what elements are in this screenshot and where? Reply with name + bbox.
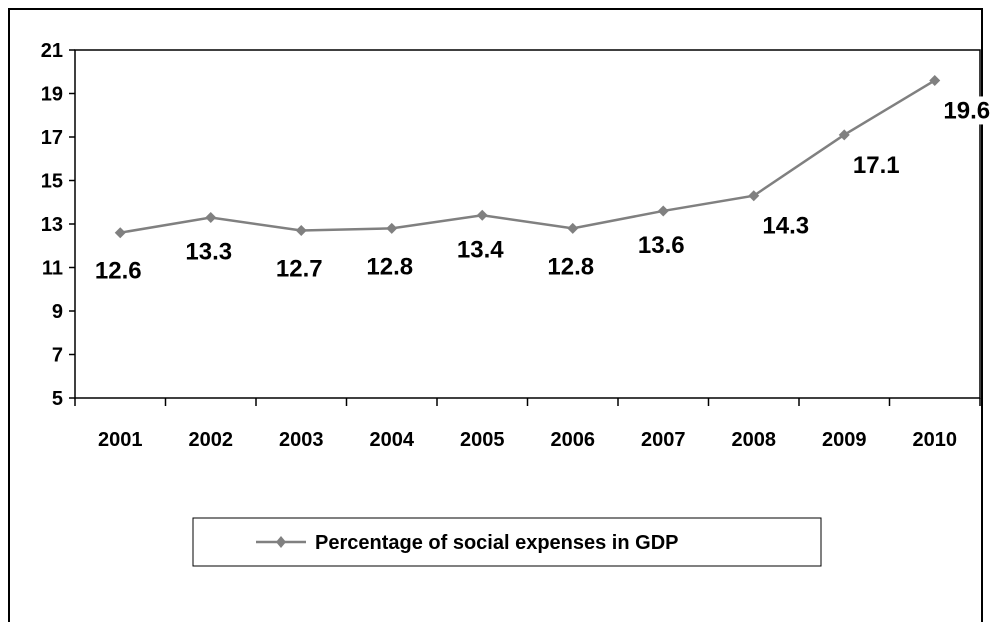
x-tick-label: 2006	[551, 429, 596, 451]
data-point	[386, 222, 398, 234]
data-label: 12.8	[366, 253, 413, 280]
data-label: 14.3	[762, 213, 809, 240]
y-axis: 5 7 9 11 13 15 17 19 21	[41, 40, 75, 410]
y-tick-label: 11	[42, 258, 63, 280]
x-tick-label: 2004	[370, 429, 415, 451]
legend-label: Percentage of social expenses in GDP	[315, 532, 678, 554]
data-point	[657, 205, 669, 217]
y-tick-label: 5	[52, 388, 63, 410]
data-label: 13.3	[185, 238, 232, 265]
data-label-background	[937, 96, 990, 125]
data-point	[476, 209, 488, 221]
x-tick-label: 2007	[641, 429, 686, 451]
data-point	[205, 211, 217, 223]
series-line	[120, 79, 936, 234]
x-tick-label: 2009	[822, 429, 867, 451]
data-label: 13.4	[457, 236, 504, 263]
legend: Percentage of social expenses in GDP	[192, 517, 822, 567]
data-label: 12.8	[547, 253, 594, 280]
data-point	[748, 190, 760, 202]
data-point	[114, 227, 126, 239]
y-tick-label: 15	[41, 171, 63, 193]
plot-area	[74, 49, 981, 399]
data-label-background	[756, 211, 815, 240]
x-tick-label: 2005	[460, 429, 505, 451]
data-point	[838, 129, 850, 141]
legend-marker	[276, 536, 286, 548]
data-label: 12.6	[95, 258, 142, 285]
x-tick-label: 2002	[189, 429, 234, 451]
data-label: 17.1	[853, 152, 900, 179]
data-labels: 12.6 13.3 12.7 12.8 13.4 12.8 13.6 14.3 17.1 19.6	[95, 96, 990, 285]
data-label: 12.7	[276, 256, 323, 283]
x-tick-label: 2008	[732, 429, 777, 451]
y-tick-label: 13	[41, 214, 63, 236]
x-tick-label: 2003	[279, 429, 324, 451]
data-label-background	[847, 150, 906, 179]
chart-border	[8, 8, 983, 622]
y-tick-label: 21	[41, 40, 63, 62]
series-group	[114, 74, 941, 239]
y-tick-label: 7	[52, 345, 63, 367]
data-label: 19.6	[943, 97, 990, 124]
y-tick-label: 9	[52, 301, 63, 323]
data-point	[929, 74, 941, 86]
data-label: 13.6	[638, 232, 685, 259]
data-point	[567, 222, 579, 234]
y-tick-label: 17	[41, 127, 63, 149]
y-tick-label: 19	[41, 84, 63, 106]
x-tick-label: 2010	[913, 429, 958, 451]
x-axis: 2001 2002 2003 2004 2005 2006 2007 2008 2009 2010	[74, 398, 981, 451]
x-tick-label: 2001	[98, 429, 143, 451]
data-point	[295, 225, 307, 237]
